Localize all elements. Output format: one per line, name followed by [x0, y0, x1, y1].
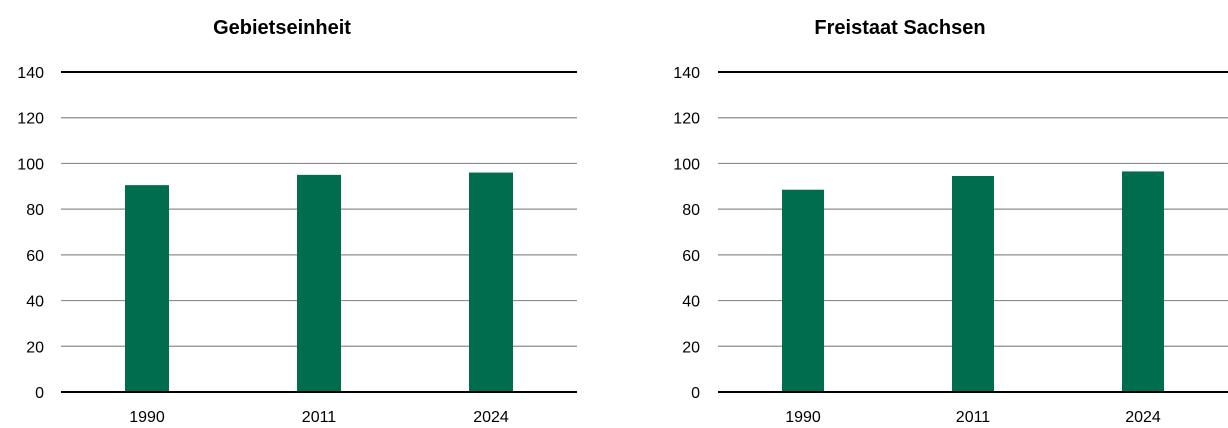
bar-2024: [469, 172, 513, 392]
y-tick-label: 140: [17, 65, 44, 82]
bar-2011: [952, 176, 994, 392]
x-tick-label: 1990: [129, 409, 165, 426]
y-tick-label: 40: [682, 294, 700, 311]
chart-title: Gebietseinheit: [213, 17, 351, 39]
y-tick-label: 80: [682, 202, 700, 219]
y-tick-label: 20: [682, 339, 700, 356]
y-tick-label: 120: [673, 111, 700, 128]
chart-title: Freistaat Sachsen: [814, 17, 985, 39]
y-tick-label: 60: [682, 248, 700, 265]
y-tick-label: 0: [691, 385, 700, 402]
y-tick-label: 0: [35, 385, 44, 402]
bar-1990: [125, 185, 169, 392]
y-tick-label: 60: [26, 248, 44, 265]
y-tick-label: 120: [17, 111, 44, 128]
x-tick-label: 2011: [302, 409, 337, 426]
chart-gebietseinheit-svg: Gebietseinheit 0 20 40 60 80 100 120 140 1990 201…: [17, 17, 577, 426]
x-tick-label: 2024: [473, 409, 509, 426]
y-tick-label: 100: [673, 156, 700, 173]
y-tick-label: 20: [26, 339, 44, 356]
y-tick-label: 140: [673, 65, 700, 82]
y-tick-label: 100: [17, 156, 44, 173]
y-tick-label: 80: [26, 202, 44, 219]
x-tick-label: 2011: [956, 409, 991, 426]
x-tick-label: 2024: [1125, 409, 1161, 426]
bar-2011: [297, 174, 341, 392]
chart-freistaat-sachsen: Freistaat Sachsen 0 20 40 60 80 100 120 140 1990…: [640, 0, 1228, 428]
x-tick-label: 1990: [785, 409, 821, 426]
y-tick-label: 40: [26, 294, 44, 311]
chart-gebietseinheit: Gebietseinheit 0 20 40 60 80 100 120 140 1990 201…: [0, 0, 600, 428]
chart-freistaat-sachsen-svg: Freistaat Sachsen 0 20 40 60 80 100 120 140 1990…: [673, 17, 1228, 426]
bar-1990: [782, 189, 824, 392]
bar-2024: [1122, 171, 1164, 392]
